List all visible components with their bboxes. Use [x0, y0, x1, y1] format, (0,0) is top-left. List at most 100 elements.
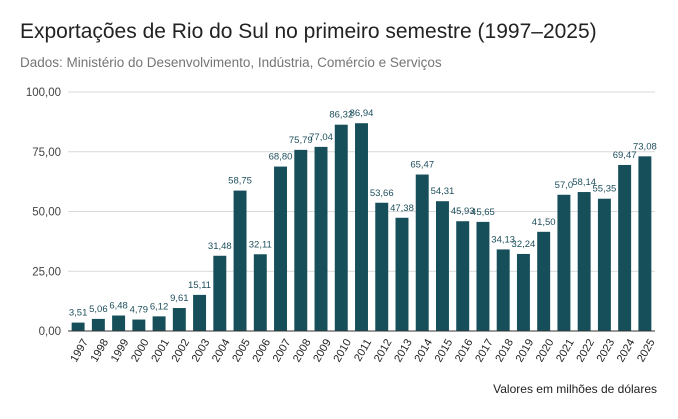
x-tick-label: 2011 — [352, 337, 374, 363]
bar-2011 — [355, 123, 368, 331]
x-tick-label: 2010 — [331, 337, 354, 364]
y-tick-label: 100,00 — [26, 87, 61, 99]
data-label-1999: 6,48 — [109, 301, 128, 312]
data-label-1998: 5,06 — [89, 304, 108, 315]
x-tick-label: 2002 — [170, 337, 193, 364]
data-label-2007: 68,80 — [269, 152, 293, 163]
x-tick-label: 2001 — [149, 337, 172, 364]
data-label-2013: 47,38 — [390, 203, 414, 214]
data-label-2001: 6,12 — [150, 301, 169, 312]
x-tick-label: 2019 — [514, 337, 537, 364]
data-label-2010: 86,32 — [329, 110, 353, 121]
data-label-2000: 4,79 — [130, 305, 149, 316]
data-label-2020: 41,50 — [532, 217, 556, 228]
data-label-2016: 45,93 — [451, 206, 475, 217]
data-label-2002: 9,61 — [170, 293, 189, 304]
bar-2014 — [415, 174, 429, 331]
x-tick-label: 2020 — [534, 337, 557, 364]
x-tick-label: 1997 — [68, 337, 91, 364]
x-tick-label: 2007 — [271, 337, 294, 364]
bar-2025 — [638, 156, 652, 331]
x-tick-label: 2013 — [392, 337, 415, 364]
data-label-2017: 45,65 — [471, 207, 495, 218]
chart-title: Exportações de Rio do Sul no primeiro se… — [20, 20, 597, 43]
x-tick-label: 2017 — [473, 337, 496, 364]
y-tick-label: 75,00 — [32, 147, 61, 159]
x-tick-label: 2004 — [210, 337, 233, 364]
x-tick-label: 2025 — [635, 337, 658, 364]
data-label-2012: 53,66 — [370, 188, 394, 199]
chart-footnote: Valores em milhões de dólares — [493, 382, 657, 396]
data-label-2008: 75,79 — [289, 135, 313, 146]
bar-2020 — [537, 231, 551, 331]
x-tick-label: 2014 — [412, 337, 435, 364]
bar-2015 — [435, 201, 449, 331]
data-label-2009: 77,04 — [309, 132, 333, 143]
x-tick-label: 1999 — [109, 337, 132, 364]
data-labels: 3,51 5,06 6,48 4,79 6,129,61 15,11 31,48 58,75 3… — [69, 108, 657, 318]
bar-2013 — [395, 217, 409, 331]
x-tick-label: 2023 — [595, 337, 618, 364]
bar-2017 — [476, 221, 490, 331]
y-tick-label: 50,00 — [32, 207, 61, 219]
data-label-2006: 32,11 — [249, 239, 272, 250]
y-tick-label: 25,00 — [32, 266, 61, 278]
x-tick-label: 2006 — [250, 337, 273, 364]
data-label-2022: 58,14 — [572, 177, 596, 188]
bar-2018 — [496, 249, 510, 331]
chart-subtitle: Dados: Ministério do Desenvolvimento, In… — [20, 55, 442, 70]
bar-1998 — [91, 318, 105, 331]
data-label-2018: 34,13 — [491, 234, 515, 245]
x-tick-label: 1998 — [89, 337, 112, 364]
bar-2012 — [375, 202, 389, 331]
y-tick-label: 0,00 — [39, 326, 61, 338]
bar-2001 — [152, 316, 166, 331]
x-tick-label: 2000 — [129, 337, 152, 364]
x-tick-label: 2008 — [291, 337, 314, 364]
bar-2019 — [516, 253, 530, 331]
bar-2007 — [274, 166, 288, 331]
bar-2005 — [233, 190, 247, 331]
x-tick-label: 2012 — [372, 337, 395, 364]
bar-2008 — [294, 149, 308, 331]
x-tick-label: 2009 — [311, 337, 334, 364]
data-label-2005: 58,75 — [228, 176, 252, 187]
bar-2003 — [193, 294, 207, 331]
bar-2002 — [172, 308, 186, 331]
data-label-2025: 73,08 — [633, 141, 657, 152]
bar-1997 — [71, 322, 85, 331]
x-tick-label: 2024 — [615, 337, 638, 364]
bar-2004 — [213, 255, 227, 331]
bar-2021 — [557, 194, 571, 331]
bar-2009 — [314, 146, 328, 331]
data-label-2015: 54,31 — [431, 186, 455, 197]
data-label-2011: 86,94 — [350, 108, 374, 119]
bar-2010 — [334, 124, 348, 332]
bar-2023 — [597, 198, 611, 331]
x-tick-label: 2022 — [574, 337, 597, 364]
data-label-1997: 3,51 — [69, 308, 88, 319]
x-tick-label: 2021 — [554, 337, 577, 364]
x-tick-label: 2005 — [230, 337, 253, 364]
data-label-2004: 31,48 — [208, 241, 232, 252]
bar-2006 — [253, 254, 267, 331]
bar-2022 — [577, 192, 591, 331]
x-axis-ticks: 1997199819992000200120022003200420052006… — [68, 337, 657, 364]
bar-2024 — [618, 164, 632, 331]
data-label-2014: 65,47 — [410, 160, 434, 171]
x-tick-label: 2003 — [190, 337, 213, 364]
data-label-2023: 55,35 — [593, 184, 617, 195]
x-tick-label: 2015 — [433, 337, 456, 364]
data-label-2021: 57,0 — [555, 180, 574, 191]
bars — [71, 123, 652, 332]
x-tick-label: 2018 — [493, 337, 516, 364]
x-tick-label: 2016 — [453, 337, 476, 364]
bar-2016 — [456, 221, 470, 331]
y-axis-ticks: 0,00 25,00 50,00 75,00 100,00 — [26, 87, 61, 338]
data-label-2019: 32,24 — [512, 239, 536, 250]
data-label-2024: 69,47 — [613, 150, 637, 161]
bar-2000 — [132, 319, 146, 331]
bar-1999 — [112, 315, 126, 331]
data-label-2003: 15,11 — [188, 280, 211, 291]
